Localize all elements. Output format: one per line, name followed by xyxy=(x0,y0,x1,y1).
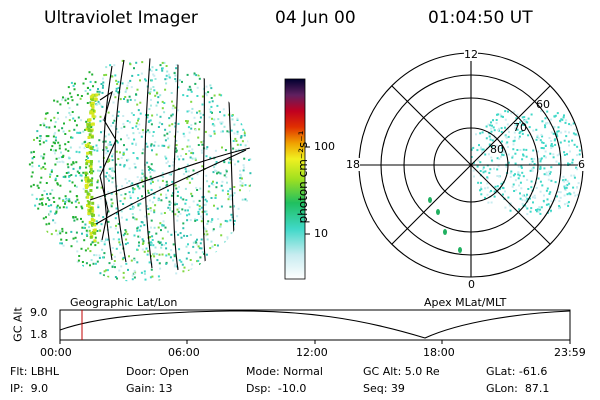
orbit-xtick-4: 23:59 xyxy=(554,346,586,359)
polar-lat-80: 80 xyxy=(490,143,504,156)
colorbar xyxy=(284,78,310,280)
colorbar-tick-10: 10 xyxy=(314,227,328,240)
uv-disk-image xyxy=(28,58,252,282)
door-info: Door: Open xyxy=(126,365,189,378)
colorbar-unit-label: photon cm⁻²s⁻¹ xyxy=(296,130,310,224)
app-title: Ultraviolet Imager xyxy=(44,8,198,28)
time-label: 01:04:50 UT xyxy=(428,8,533,28)
orbit-xtick-0: 00:00 xyxy=(40,346,72,359)
seq-info: Seq: 39 xyxy=(363,382,405,395)
orbit-xtick-1: 06:00 xyxy=(168,346,200,359)
gain-info: Gain: 13 xyxy=(126,382,173,395)
orbit-plot xyxy=(59,309,571,344)
date-label: 04 Jun 00 xyxy=(275,8,356,28)
polar-plot xyxy=(358,52,584,278)
colorbar-tick-100: 100 xyxy=(314,140,335,153)
orbit-ylabel: GC Alt xyxy=(11,307,25,342)
polar-lat-60: 60 xyxy=(536,98,550,111)
orbit-xtick-2: 12:00 xyxy=(296,346,328,359)
gcalt-info: GC Alt: 5.0 Re xyxy=(363,365,440,378)
polar-label-0: 0 xyxy=(468,278,475,291)
filter-info: Flt: LBHL xyxy=(10,365,59,378)
polar-label-6: 6 xyxy=(578,158,585,171)
dsp-info: Dsp: -10.0 xyxy=(246,382,307,395)
geographic-grid xyxy=(89,58,251,271)
right-panel-caption: Apex MLat/MLT xyxy=(424,296,507,309)
orbit-ytick-low: 1.8 xyxy=(30,328,48,341)
orbit-xtick-3: 18:00 xyxy=(423,346,455,359)
polar-lat-70: 70 xyxy=(513,121,527,134)
mode-info: Mode: Normal xyxy=(246,365,323,378)
glat-info: GLat: -61.6 xyxy=(486,365,548,378)
polar-label-12: 12 xyxy=(464,48,478,61)
glon-info: GLon: 87.1 xyxy=(486,382,550,395)
left-panel-caption: Geographic Lat/Lon xyxy=(70,296,178,309)
polar-label-18: 18 xyxy=(346,158,360,171)
ip-info: IP: 9.0 xyxy=(10,382,49,395)
orbit-ytick-high: 9.0 xyxy=(30,306,48,319)
